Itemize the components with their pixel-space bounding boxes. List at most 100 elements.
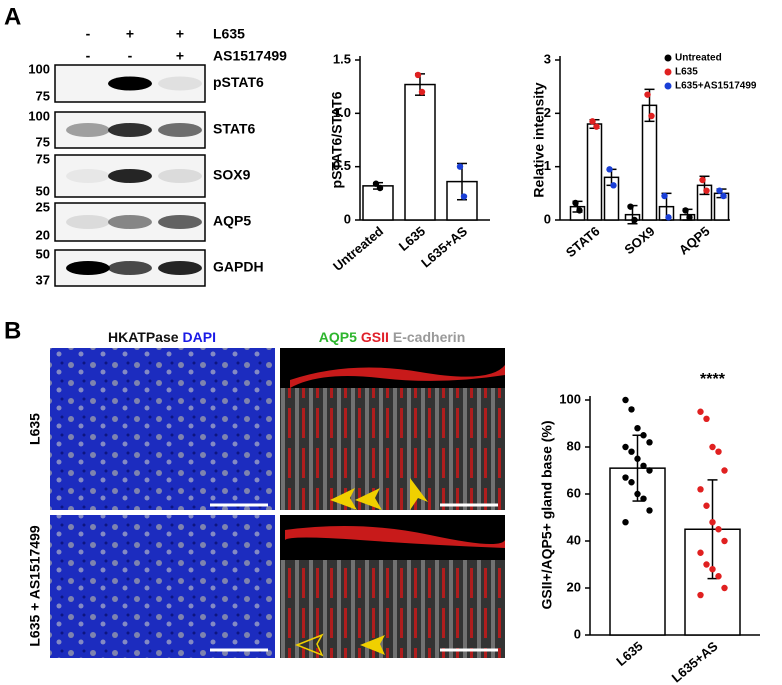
blot-band	[158, 261, 202, 275]
micrograph-lumen	[280, 348, 505, 388]
header-word: GSII	[361, 329, 389, 345]
chart: 0 0.5 1.0 1.5 pSTAT6/STAT6 Untreated L635L635+…	[329, 51, 490, 274]
mw-marker: 25	[36, 199, 50, 214]
data-point	[699, 176, 706, 184]
significance: ****	[700, 371, 726, 388]
arrowhead	[355, 488, 382, 510]
header-word: E-cadherin	[393, 329, 465, 345]
chart: 0 1 2 3 Relative intensity STAT6 SOX9 AQP5 Untre…	[531, 51, 757, 260]
micrograph	[50, 348, 275, 510]
data-point	[709, 443, 716, 451]
data-point	[576, 207, 583, 214]
x-tick-label: Untreated	[330, 223, 386, 274]
y-tick-label: 0	[544, 211, 551, 226]
data-point	[646, 439, 653, 446]
y-tick-label: 20	[567, 579, 581, 594]
blot-band	[108, 76, 152, 91]
blot-band	[66, 123, 110, 137]
data-point	[703, 561, 710, 568]
data-point	[716, 187, 723, 194]
y-tick-label: 2	[544, 105, 551, 120]
data-point	[634, 425, 641, 432]
treatment-sign: -	[128, 48, 133, 64]
data-point	[628, 479, 635, 486]
column-header: HKATPase DAPI	[108, 329, 216, 345]
blot-band	[66, 261, 110, 275]
panel-label: A	[4, 3, 21, 30]
legend-marker	[664, 54, 672, 62]
data-point	[627, 203, 634, 210]
treatment-sign: -	[86, 26, 91, 42]
data-point	[644, 91, 651, 98]
legend-marker	[664, 68, 672, 76]
panel-label: B	[4, 317, 21, 344]
blot-band	[108, 123, 152, 137]
mw-marker: 20	[36, 227, 50, 242]
mucus	[285, 526, 505, 548]
data-point	[622, 396, 629, 404]
legend-label: L635+AS1517499	[675, 81, 757, 92]
x-tick-label: AQP5	[676, 223, 713, 257]
x-tick-label: STAT6	[563, 223, 603, 260]
data-point	[709, 519, 716, 526]
data-point	[646, 467, 653, 474]
data-point	[634, 455, 641, 462]
blot-band	[158, 123, 202, 137]
data-point	[622, 443, 629, 451]
y-axis-label: GSII+/AQP5+ gland base (%)	[539, 420, 555, 609]
mw-marker: 100	[28, 108, 50, 123]
data-point	[721, 467, 728, 474]
data-point	[418, 88, 426, 96]
treatment-sign: +	[176, 48, 184, 64]
data-point	[682, 207, 689, 214]
y-tick-label: 0	[574, 626, 581, 641]
chart: 0 20 40 60 80 100 GSII+/AQP5+ gland base (%) L6…	[539, 371, 760, 685]
data-point	[686, 214, 693, 221]
data-point	[606, 166, 613, 173]
bar	[641, 104, 658, 221]
data-point	[628, 448, 635, 455]
mw-marker: 75	[36, 134, 50, 149]
blot-band	[108, 261, 152, 275]
x-tick-label: SOX9	[621, 223, 657, 257]
mw-marker: 75	[36, 151, 50, 166]
treatment-label: L635	[213, 26, 245, 42]
blot-band	[158, 76, 202, 91]
data-point	[460, 193, 468, 200]
treatment-sign: +	[176, 26, 184, 42]
arrowhead	[330, 488, 357, 510]
data-point	[715, 448, 722, 455]
data-point	[648, 112, 655, 120]
data-point	[661, 192, 668, 200]
mw-marker: 75	[36, 88, 50, 103]
x-tick-label: L635+AS	[418, 223, 470, 270]
data-point	[709, 566, 716, 573]
header-word: DAPI	[183, 329, 216, 345]
blot-band	[158, 169, 202, 183]
data-point	[703, 415, 710, 422]
data-point	[593, 123, 600, 130]
micrograph	[50, 515, 275, 658]
protein-label: GAPDH	[213, 259, 264, 275]
y-axis-label: pSTAT6/STAT6	[329, 91, 345, 188]
data-point	[456, 163, 464, 170]
legend-label: Untreated	[675, 53, 722, 64]
y-tick-label: 1	[544, 158, 551, 173]
data-point	[572, 199, 579, 207]
mw-marker: 50	[36, 246, 50, 261]
data-point	[703, 187, 710, 194]
legend-label: L635	[675, 67, 698, 78]
data-point	[715, 526, 722, 533]
y-tick-label: 3	[544, 51, 551, 66]
blot-band	[66, 169, 110, 183]
mw-marker: 50	[36, 183, 50, 198]
data-point	[721, 584, 728, 592]
legend-marker	[664, 82, 672, 90]
bar	[404, 83, 436, 221]
data-point	[622, 474, 629, 481]
data-point	[414, 71, 422, 79]
x-tick-label: L635	[613, 638, 645, 669]
protein-label: pSTAT6	[213, 74, 264, 90]
y-tick-label: 1.5	[333, 51, 351, 66]
treatment-sign: +	[126, 26, 134, 42]
